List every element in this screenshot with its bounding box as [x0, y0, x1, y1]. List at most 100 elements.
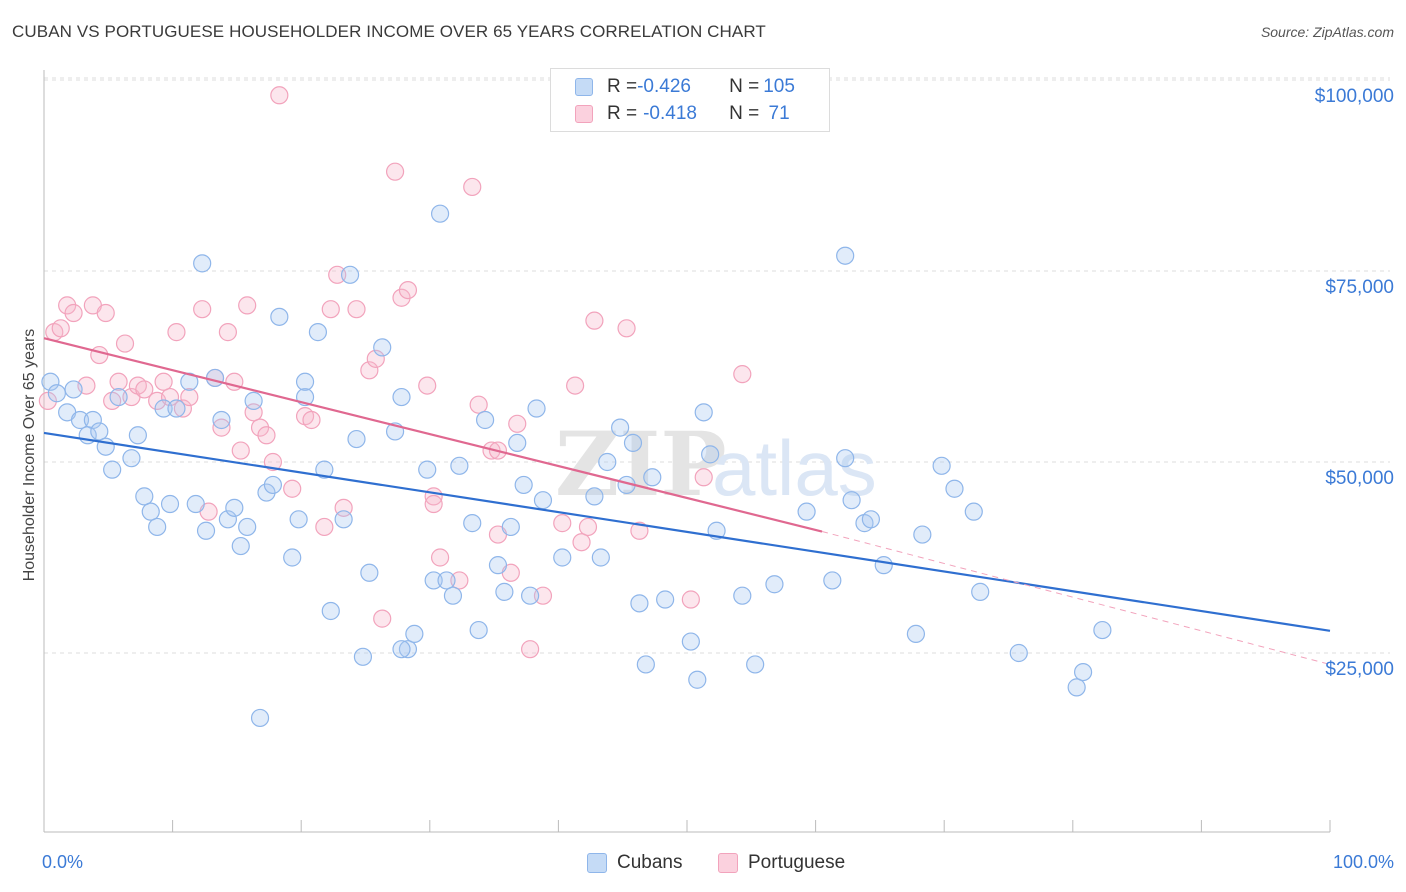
portuguese-point	[733, 365, 752, 384]
r-label: R =	[607, 76, 638, 97]
y-tick-label: $75,000	[1325, 277, 1394, 298]
portuguese-point	[430, 548, 450, 567]
portuguese-point	[51, 319, 70, 338]
x-tick-label: 0.0%	[42, 852, 84, 872]
portuguese-point	[373, 609, 392, 628]
n-value: 105	[763, 76, 795, 97]
watermark-zip: ZIP	[555, 412, 727, 516]
portuguese-point	[398, 281, 418, 300]
cubans-point	[932, 456, 951, 475]
portuguese-point	[521, 640, 540, 659]
portuguese-point	[212, 418, 231, 437]
portuguese-point	[64, 303, 83, 323]
cubans-swatch	[575, 78, 593, 96]
cubans-point	[83, 410, 102, 430]
cubans-point	[405, 624, 424, 644]
cubans-point	[836, 449, 855, 468]
cubans-point	[681, 632, 700, 651]
cubans-point	[193, 254, 212, 273]
cubans-point	[283, 548, 302, 567]
portuguese-point	[238, 296, 257, 315]
portuguese-point	[321, 300, 340, 319]
cubans-point	[315, 460, 334, 479]
cubans-point	[508, 433, 527, 452]
cubans-point	[488, 556, 508, 575]
x-tick-label: 100.0%	[1332, 852, 1394, 872]
cubans-point	[836, 246, 855, 265]
cubans-point	[591, 548, 610, 567]
portuguese-point	[694, 468, 713, 487]
cubans-point	[238, 517, 257, 537]
cubans-point	[154, 399, 173, 418]
cubans-legend-label: Cubans	[617, 852, 683, 873]
cubans-point	[501, 517, 520, 537]
cubans-point	[122, 449, 141, 468]
portuguese-point	[109, 372, 128, 391]
portuguese-point	[578, 517, 598, 537]
cubans-point	[196, 521, 216, 540]
portuguese-trend-extension	[821, 531, 1331, 665]
cubans-point	[643, 468, 662, 487]
cubans-point	[218, 510, 237, 529]
cubans-point	[160, 494, 180, 514]
cubans-point	[289, 510, 308, 529]
cubans-point	[746, 655, 765, 674]
cubans-legend-swatch	[587, 853, 607, 873]
cubans-point	[373, 338, 392, 357]
r-value: -0.426	[637, 76, 691, 97]
cubans-point	[656, 590, 675, 609]
portuguese-point	[90, 345, 109, 365]
legend-row-portuguese: R = -0.418 N = 71	[575, 102, 790, 126]
cubans-point	[585, 487, 604, 506]
portuguese-point	[566, 376, 585, 395]
cubans-point	[475, 410, 495, 430]
cubans-point	[392, 387, 411, 407]
n-label: N =	[729, 103, 760, 124]
portuguese-point	[135, 380, 154, 399]
portuguese-point	[617, 319, 636, 338]
cubans-point	[694, 403, 713, 422]
portuguese-point	[418, 376, 437, 395]
cubans-point	[861, 510, 880, 529]
cubans-point	[70, 410, 90, 430]
cubans-point	[212, 410, 231, 430]
cubans-point	[842, 491, 861, 510]
cubans-point	[103, 460, 122, 479]
cubans-point	[611, 418, 630, 437]
cubans-point	[263, 475, 283, 495]
cubans-point	[244, 391, 263, 410]
cubans-point	[450, 456, 469, 475]
cubans-point	[964, 502, 983, 521]
cubans-point	[418, 460, 437, 479]
cubans-point	[295, 372, 315, 391]
cubans-point	[47, 384, 66, 403]
cubans-point	[733, 586, 752, 605]
watermark-atlas: atlas	[712, 424, 877, 512]
cubans-point	[141, 502, 160, 521]
portuguese-point	[508, 414, 527, 433]
cubans-point	[630, 594, 649, 613]
portuguese-point	[154, 372, 173, 391]
cubans-point	[353, 647, 373, 666]
cubans-point	[257, 483, 276, 502]
portuguese-point	[385, 162, 405, 181]
cubans-point	[623, 433, 643, 452]
cubans-point	[109, 387, 128, 407]
portuguese-point	[167, 323, 186, 342]
cubans-point	[64, 380, 83, 399]
portuguese-point	[347, 300, 366, 319]
cubans-point	[398, 640, 418, 659]
portuguese-point	[180, 387, 199, 407]
cubans-point	[360, 563, 379, 582]
portuguese-point	[173, 399, 192, 418]
cubans-point	[688, 670, 707, 689]
portuguese-point	[585, 311, 604, 330]
cubans-point	[906, 624, 926, 644]
cubans-point	[392, 640, 411, 659]
portuguese-point	[283, 479, 302, 498]
cubans-point	[250, 708, 270, 728]
cubans-point	[823, 571, 842, 590]
portuguese-point	[263, 452, 283, 472]
cubans-point	[321, 601, 340, 621]
